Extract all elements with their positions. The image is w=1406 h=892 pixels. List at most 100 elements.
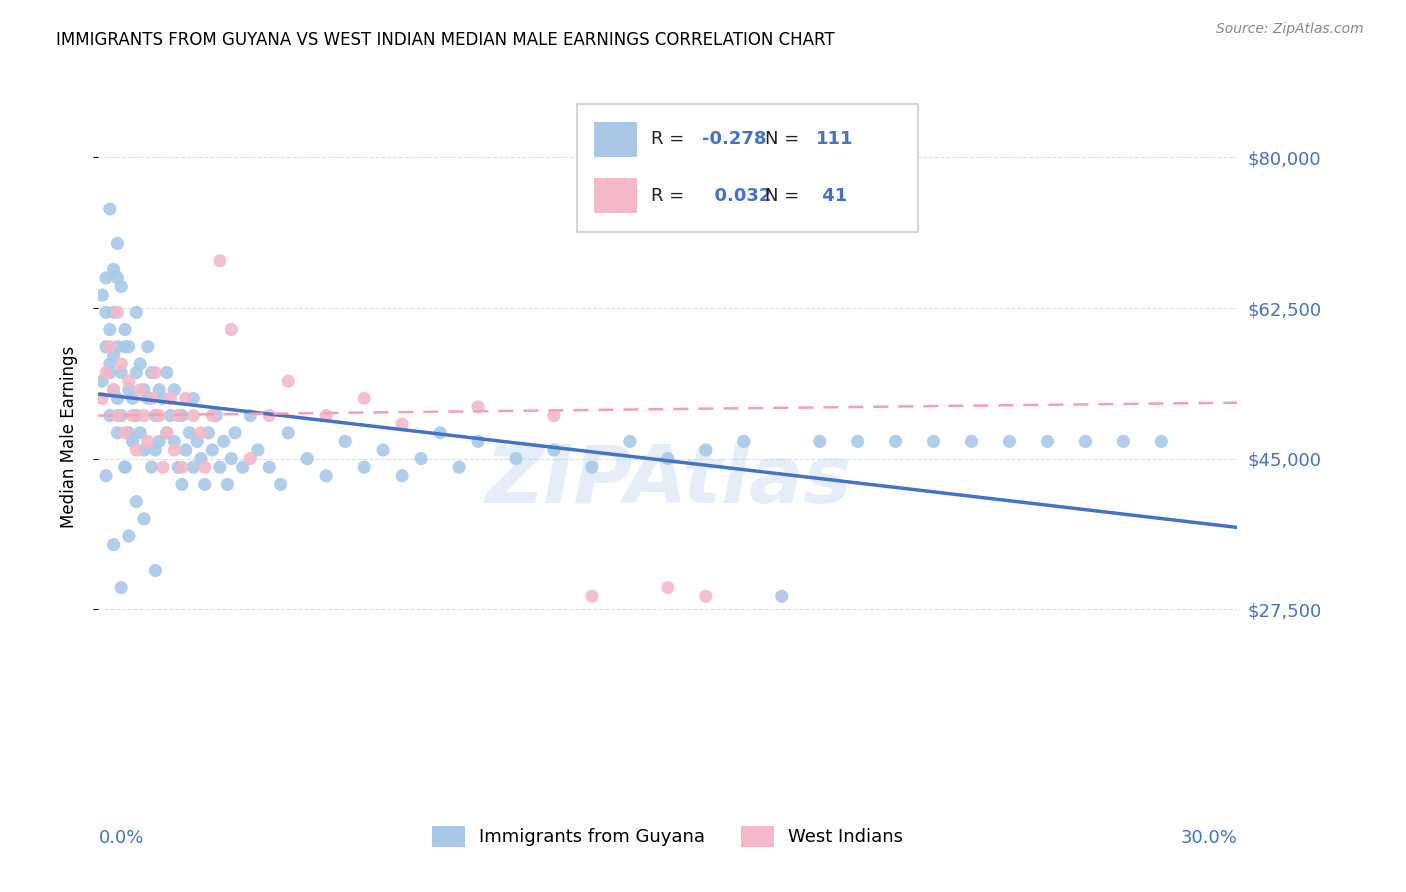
Point xyxy=(1112,434,1135,449)
Point xyxy=(121,434,143,449)
Point xyxy=(103,348,125,362)
Point xyxy=(232,460,254,475)
Point xyxy=(94,340,117,354)
Point xyxy=(103,538,125,552)
Point xyxy=(449,460,471,475)
Point xyxy=(110,409,132,423)
Point xyxy=(259,460,281,475)
Point xyxy=(353,392,375,406)
Point xyxy=(239,409,262,423)
Point xyxy=(98,357,121,371)
Point xyxy=(391,417,413,432)
Point xyxy=(110,279,132,293)
Point xyxy=(141,460,163,475)
Text: 0.032: 0.032 xyxy=(702,186,772,204)
Point xyxy=(186,434,208,449)
Point xyxy=(505,451,527,466)
Point xyxy=(163,442,186,457)
Point xyxy=(98,322,121,336)
Point xyxy=(183,409,205,423)
Point xyxy=(205,409,228,423)
Point xyxy=(156,425,179,440)
Point xyxy=(183,392,205,406)
Point xyxy=(174,442,197,457)
Point xyxy=(217,477,239,491)
Point xyxy=(114,425,136,440)
Point xyxy=(94,271,117,285)
Text: Source: ZipAtlas.com: Source: ZipAtlas.com xyxy=(1216,22,1364,37)
Point xyxy=(581,460,603,475)
Text: ZIPAtlas: ZIPAtlas xyxy=(485,442,851,520)
Point xyxy=(132,442,155,457)
Point xyxy=(884,434,907,449)
Point xyxy=(148,409,170,423)
Point xyxy=(411,451,433,466)
Point xyxy=(846,434,869,449)
Point xyxy=(136,434,159,449)
Point xyxy=(335,434,357,449)
Point xyxy=(174,392,197,406)
Point xyxy=(132,512,155,526)
Point xyxy=(118,425,141,440)
Point xyxy=(998,434,1021,449)
Point xyxy=(770,589,793,603)
Point xyxy=(94,468,117,483)
Point xyxy=(657,581,679,595)
Point xyxy=(107,425,129,440)
Point xyxy=(619,434,641,449)
Text: R =: R = xyxy=(651,130,690,148)
Point xyxy=(163,434,186,449)
Point xyxy=(922,434,945,449)
Point xyxy=(159,392,181,406)
Text: 30.0%: 30.0% xyxy=(1181,829,1237,847)
Point xyxy=(246,442,269,457)
Point xyxy=(107,392,129,406)
Point xyxy=(733,434,755,449)
Point xyxy=(167,460,190,475)
Legend: Immigrants from Guyana, West Indians: Immigrants from Guyana, West Indians xyxy=(423,817,912,856)
Point xyxy=(297,451,319,466)
Point xyxy=(107,305,129,319)
Point xyxy=(543,442,565,457)
Point xyxy=(125,442,148,457)
Point xyxy=(125,409,148,423)
Point xyxy=(121,409,143,423)
Point xyxy=(125,366,148,380)
Point xyxy=(194,477,217,491)
Point xyxy=(103,383,125,397)
Point xyxy=(960,434,983,449)
Point xyxy=(170,409,193,423)
Point xyxy=(98,409,121,423)
FancyBboxPatch shape xyxy=(593,122,637,157)
Point xyxy=(129,357,152,371)
Point xyxy=(91,288,114,302)
Point xyxy=(194,460,217,475)
Point xyxy=(167,409,190,423)
Point xyxy=(110,366,132,380)
Point xyxy=(145,366,167,380)
Point xyxy=(170,460,193,475)
Text: R =: R = xyxy=(651,186,690,204)
Point xyxy=(145,564,167,578)
Point xyxy=(114,460,136,475)
Text: N =: N = xyxy=(765,130,804,148)
Point xyxy=(156,366,179,380)
Point xyxy=(98,366,121,380)
Point xyxy=(224,425,246,440)
Point xyxy=(208,460,231,475)
Point xyxy=(183,460,205,475)
Point xyxy=(136,340,159,354)
Point xyxy=(277,374,299,388)
Point xyxy=(1074,434,1097,449)
Point xyxy=(657,451,679,466)
Point xyxy=(201,442,224,457)
FancyBboxPatch shape xyxy=(576,104,918,232)
Point xyxy=(118,529,141,543)
Point xyxy=(221,322,243,336)
Point xyxy=(163,383,186,397)
Point xyxy=(118,374,141,388)
Point xyxy=(695,589,717,603)
Point xyxy=(129,383,152,397)
Point xyxy=(148,434,170,449)
Point xyxy=(110,581,132,595)
